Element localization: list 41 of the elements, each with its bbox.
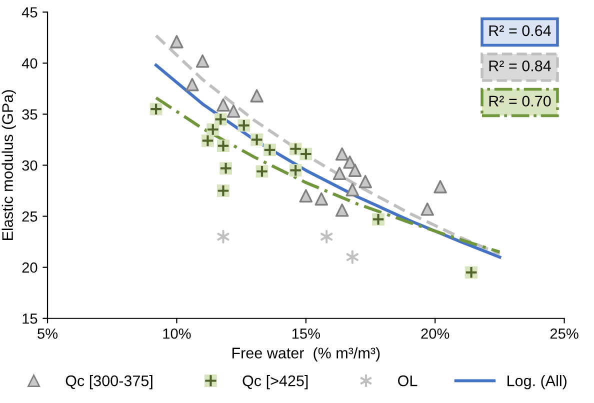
- point: [196, 54, 210, 68]
- y-axis-title: Elastic modulus (GPa): [2, 90, 16, 240]
- point: [346, 183, 360, 196]
- point: [320, 230, 333, 244]
- point: [250, 89, 264, 102]
- point: [343, 156, 356, 169]
- x-tick-label: 20%: [421, 328, 450, 339]
- y-tick-label: 30: [22, 160, 38, 171]
- annotation: R² = 0.84: [489, 60, 551, 72]
- point: [335, 147, 349, 161]
- point: [170, 35, 184, 48]
- y-tick-label: 45: [22, 7, 38, 18]
- x-axis-title: Free water (% m³/m³): [232, 347, 380, 362]
- point: [346, 250, 358, 264]
- y-tick-label: 25: [22, 211, 38, 222]
- point: [186, 78, 199, 92]
- annotation: R² = 0.70: [489, 96, 551, 107]
- x-tick-label: 5%: [38, 328, 58, 339]
- point: [332, 166, 346, 180]
- point: [348, 164, 362, 177]
- y-tick-label: 40: [22, 58, 38, 69]
- point: [217, 230, 230, 244]
- x-tick-label: 10%: [163, 328, 191, 339]
- point: [314, 192, 328, 206]
- legend-label: Log. (All): [508, 375, 566, 390]
- legend-label: Qc [300-375]: [66, 375, 152, 390]
- legend-label: Qc [>425]: [242, 375, 308, 390]
- point: [358, 174, 372, 188]
- point: [335, 204, 349, 217]
- y-tick-label: 35: [22, 109, 38, 120]
- point: [420, 202, 434, 216]
- y-tick-label: 20: [22, 262, 38, 273]
- legend-label: OL: [398, 375, 418, 386]
- annotation: R² = 0.64: [489, 25, 551, 36]
- point: [434, 180, 447, 194]
- point: [226, 104, 240, 118]
- x-tick-label: 15%: [292, 328, 320, 339]
- x-tick-label: 25%: [550, 328, 578, 339]
- y-tick-label: 15: [22, 314, 38, 324]
- point: [216, 98, 230, 112]
- point: [299, 189, 313, 203]
